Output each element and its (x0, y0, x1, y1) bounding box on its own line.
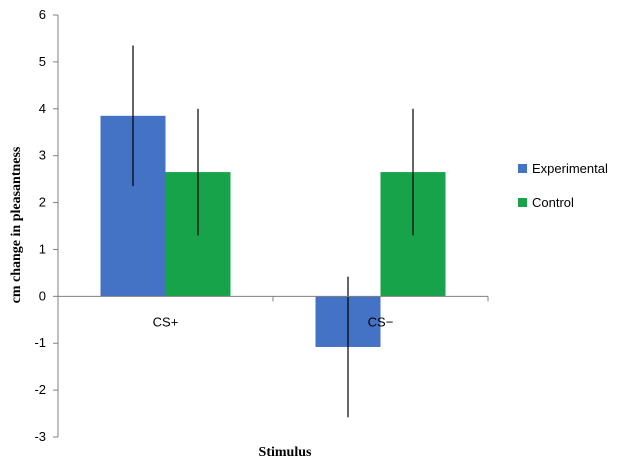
x-axis-title: Stimulus (259, 445, 312, 459)
y-tick-label: 3 (39, 148, 46, 163)
legend-label: Experimental (532, 161, 608, 176)
y-axis-title: cm change in pleasantness (9, 146, 24, 303)
y-tick-label: 4 (39, 101, 46, 116)
category-label: CS+ (153, 314, 179, 329)
bars (100, 115, 446, 347)
category-labels: CS+ CS− (153, 314, 394, 329)
y-tick-label: -2 (34, 382, 46, 397)
y-tick-label: 6 (39, 7, 46, 22)
y-tick-label: 0 (39, 288, 46, 303)
y-axis: 6 5 4 3 2 1 0 -1 -2 -3 (34, 7, 59, 444)
legend-label: Control (532, 195, 574, 210)
y-tick-label: -1 (34, 335, 46, 350)
legend-swatch (518, 164, 527, 173)
error-bars (132, 45, 414, 418)
y-tick-label: -3 (34, 429, 46, 444)
legend-swatch (518, 198, 527, 207)
y-tick-label: 5 (39, 54, 46, 69)
y-tick-label: 1 (39, 241, 46, 256)
y-tick-label: 2 (39, 195, 46, 210)
x-axis (57, 295, 489, 302)
category-label: CS− (368, 314, 394, 329)
legend: Experimental Control (518, 161, 608, 210)
